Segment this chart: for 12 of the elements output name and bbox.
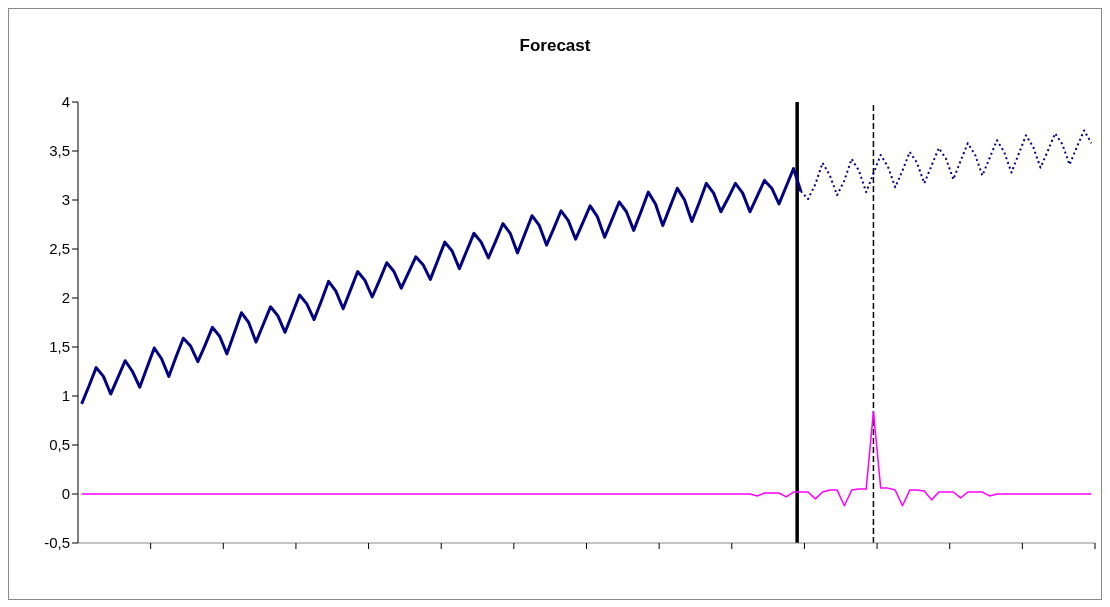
y-tick-label: 3,5: [49, 142, 70, 160]
chart-title: Forecast: [518, 36, 592, 56]
y-tick-label: 3: [61, 191, 70, 209]
y-tick-label: 2,5: [49, 240, 70, 258]
y-tick-label: 0,5: [49, 436, 70, 454]
y-tick-label: 1,5: [49, 338, 70, 356]
y-tick-label: 2: [61, 289, 70, 307]
line-series: [80, 410, 1093, 507]
y-tick-label: -0,5: [44, 534, 70, 552]
y-tick-label: 4: [61, 93, 70, 111]
y-tick-label: 0: [61, 485, 70, 503]
y-tick-label: 1: [61, 387, 70, 405]
